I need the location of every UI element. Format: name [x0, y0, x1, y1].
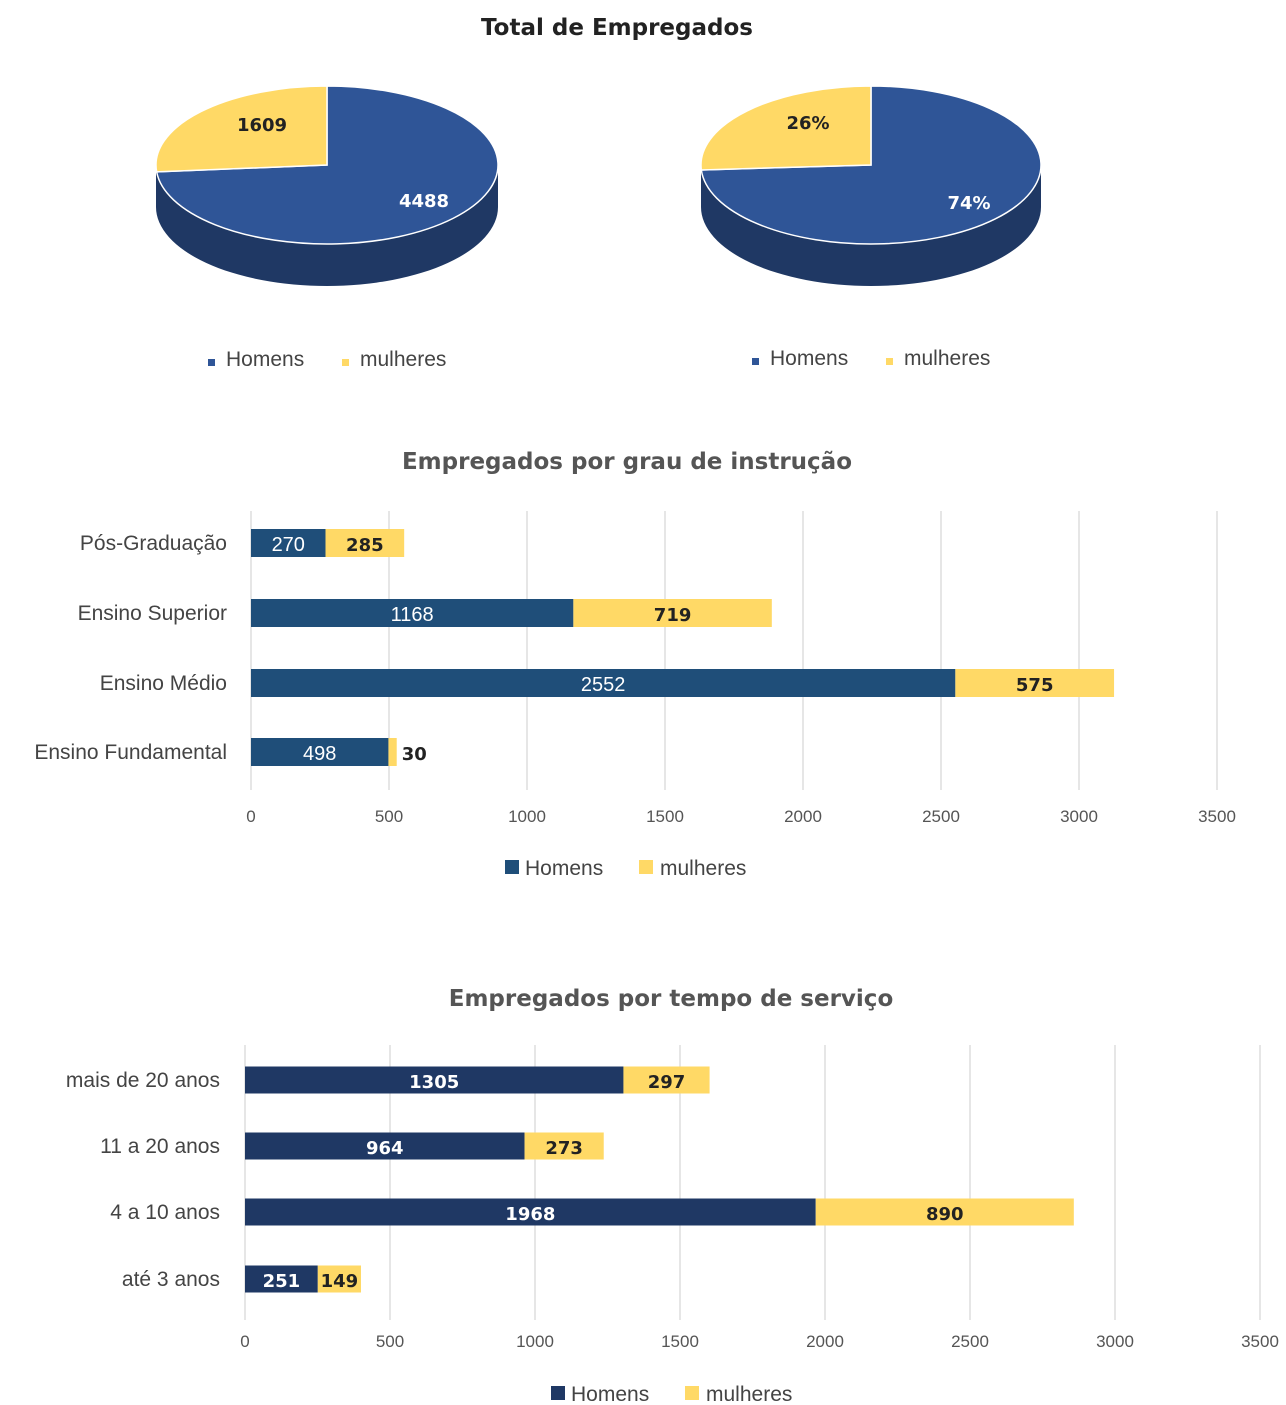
x-tick-label: 0	[240, 1332, 249, 1351]
chart-title: Empregados por grau de instrução	[402, 449, 852, 475]
bar-homens	[251, 529, 326, 557]
data-label-mulheres: 285	[346, 535, 384, 556]
bar-homens	[245, 1132, 525, 1160]
main-title: Total de Empregados	[481, 15, 753, 41]
legend-swatch-mulheres	[342, 359, 349, 366]
legend-swatch-homens	[505, 860, 519, 874]
legend-swatch-mulheres	[685, 1386, 699, 1400]
legend-label-homens: Homens	[770, 347, 848, 370]
legend-label-mulheres: mulheres	[660, 857, 746, 880]
x-tick-label: 3000	[1096, 1332, 1134, 1351]
legend-label-homens: Homens	[226, 348, 304, 371]
category-label: até 3 anos	[122, 1268, 220, 1291]
data-label-mulheres: 30	[402, 744, 427, 765]
x-tick-label: 3500	[1241, 1332, 1279, 1351]
x-tick-label: 1500	[661, 1332, 699, 1351]
bar-mulheres	[573, 599, 772, 627]
x-tick-label: 1000	[508, 807, 546, 826]
pie-label-homens: 74%	[947, 193, 990, 214]
x-tick-label: 2500	[951, 1332, 989, 1351]
x-tick-label: 2000	[806, 1332, 844, 1351]
bar-mulheres	[325, 529, 405, 557]
bar-mulheres	[317, 1265, 361, 1293]
pie-label-homens: 4488	[399, 191, 449, 212]
bar-homens	[251, 738, 389, 766]
category-label: mais de 20 anos	[66, 1069, 220, 1092]
x-tick-label: 2500	[922, 807, 960, 826]
category-label: 11 a 20 anos	[100, 1135, 220, 1158]
bar-homens	[245, 1066, 624, 1094]
data-label-homens: 498	[303, 743, 336, 765]
data-label-homens: 964	[366, 1138, 404, 1159]
legend-label-homens: Homens	[525, 857, 603, 880]
data-label-homens: 1968	[505, 1204, 555, 1225]
x-tick-label: 500	[375, 807, 403, 826]
x-tick-label: 3500	[1198, 807, 1236, 826]
x-tick-label: 2000	[784, 807, 822, 826]
bar-mulheres	[955, 669, 1115, 697]
pie-side	[156, 165, 498, 286]
data-label-mulheres: 297	[648, 1072, 686, 1093]
category-label: 4 a 10 anos	[110, 1201, 220, 1224]
bar-homens	[251, 669, 956, 697]
legend-swatch-mulheres	[886, 358, 893, 365]
data-label-homens: 251	[263, 1271, 301, 1292]
bar-homens	[245, 1265, 318, 1293]
pie-legend: Homens mulheres	[208, 348, 446, 371]
bar-homens	[251, 599, 574, 627]
data-label-mulheres: 149	[321, 1271, 359, 1292]
data-label-mulheres: 890	[926, 1204, 964, 1225]
bar-mulheres	[388, 738, 397, 766]
x-tick-label: 3000	[1060, 807, 1098, 826]
data-label-mulheres: 575	[1016, 675, 1054, 696]
bar-chart-education: Empregados por grau de instrução 0 500 1000…	[34, 449, 1236, 880]
pie-label-mulheres: 26%	[786, 113, 829, 134]
x-tick-label: 500	[376, 1332, 404, 1351]
legend-label-homens: Homens	[571, 1383, 649, 1405]
data-label-homens: 270	[272, 534, 305, 556]
x-tick-label: 0	[246, 807, 255, 826]
category-label: Ensino Fundamental	[34, 741, 227, 764]
pie-chart-counts: 1609 4488 Homens mulheres	[155, 85, 499, 371]
pie-side	[701, 165, 1041, 286]
x-tick-label: 1500	[646, 807, 684, 826]
category-label: Ensino Superior	[78, 602, 227, 625]
data-label-mulheres: 719	[654, 605, 692, 626]
category-label: Ensino Médio	[100, 672, 227, 695]
pie-slice-mulheres	[155, 85, 328, 173]
legend-label-mulheres: mulheres	[904, 347, 990, 370]
bar-homens	[245, 1198, 816, 1226]
pie-slice-mulheres	[700, 85, 872, 171]
legend-swatch-homens	[752, 358, 759, 365]
bar-legend: Homens mulheres	[505, 857, 746, 880]
chart-title: Empregados por tempo de serviço	[449, 986, 894, 1012]
pie-label-mulheres: 1609	[237, 115, 287, 136]
legend-swatch-homens	[551, 1386, 565, 1400]
legend-swatch-homens	[208, 359, 215, 366]
data-label-mulheres: 273	[545, 1138, 583, 1159]
bar-mulheres	[524, 1132, 604, 1160]
legend-swatch-mulheres	[639, 860, 653, 874]
pie-legend: Homens mulheres	[752, 347, 990, 370]
data-label-homens: 1305	[409, 1072, 459, 1093]
bar-legend: Homens mulheres	[551, 1383, 792, 1405]
x-tick-label: 1000	[516, 1332, 554, 1351]
pie-chart-percent: 26% 74% Homens mulheres	[700, 85, 1042, 370]
bar-chart-service-time: Empregados por tempo de serviço 0 500 1000 1…	[66, 986, 1279, 1405]
data-label-homens: 2552	[581, 674, 626, 696]
legend-label-mulheres: mulheres	[360, 348, 446, 371]
bar-mulheres	[623, 1066, 710, 1094]
data-label-homens: 1168	[391, 604, 434, 626]
category-label: Pós-Graduação	[80, 532, 227, 555]
legend-label-mulheres: mulheres	[706, 1383, 792, 1405]
bar-mulheres	[815, 1198, 1074, 1226]
